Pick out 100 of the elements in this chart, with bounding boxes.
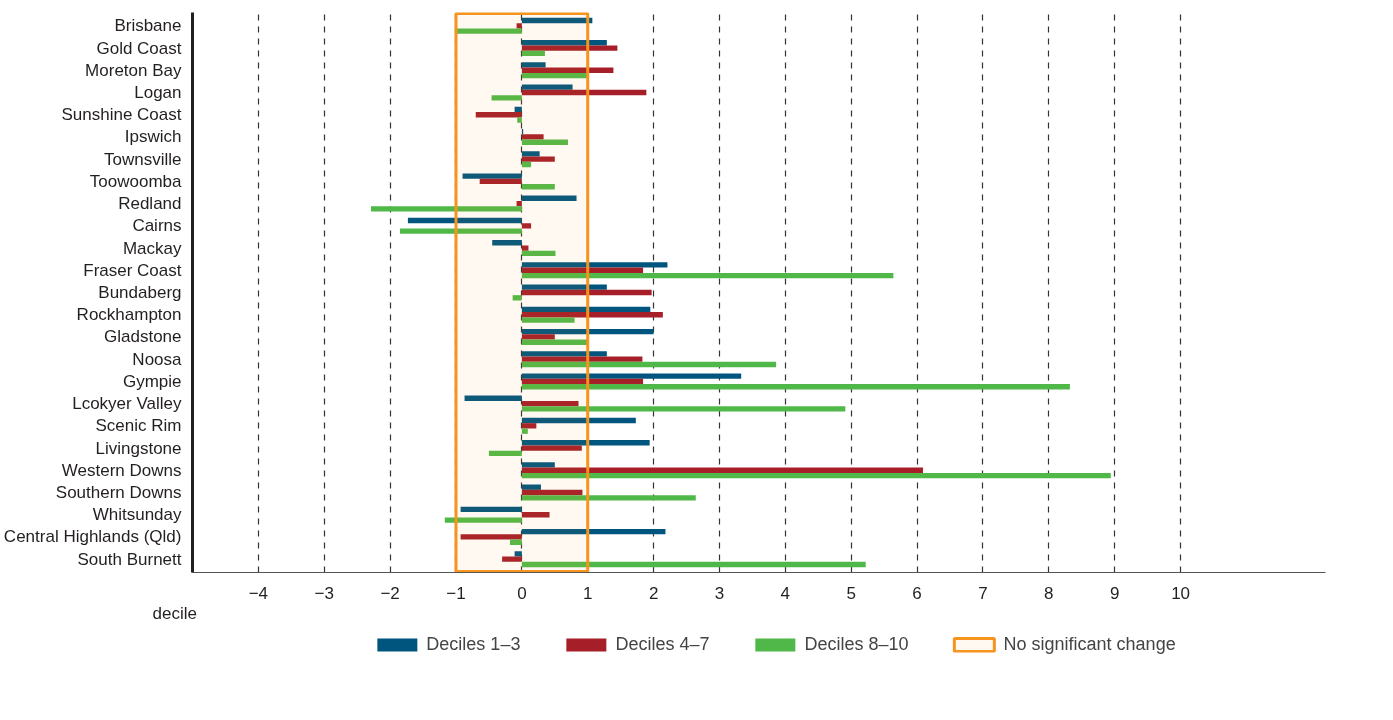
y-tick-label: Townsville bbox=[104, 149, 182, 169]
bar bbox=[521, 223, 532, 229]
bar bbox=[521, 312, 663, 318]
y-tick-label: Fraser Coast bbox=[83, 260, 182, 280]
x-tick-label: −3 bbox=[314, 583, 334, 603]
bar bbox=[502, 556, 522, 562]
x-tick-label: −1 bbox=[446, 583, 466, 603]
legend-label: Deciles 8–10 bbox=[804, 633, 909, 655]
legend-label: Deciles 4–7 bbox=[615, 633, 710, 655]
bar bbox=[521, 139, 568, 145]
x-tick-label: 7 bbox=[978, 583, 988, 603]
x-tick-label: 10 bbox=[1171, 583, 1191, 603]
bar bbox=[521, 289, 652, 296]
y-tick-label: Western Downs bbox=[61, 460, 182, 480]
y-tick-label: Whitsunday bbox=[92, 505, 182, 525]
bar bbox=[462, 173, 522, 179]
y-tick-label: Cairns bbox=[132, 216, 182, 236]
legend-label: No significant change bbox=[1003, 633, 1176, 655]
y-tick-label: Gladstone bbox=[104, 327, 182, 347]
bar bbox=[521, 356, 643, 362]
y-tick-label: Southern Downs bbox=[55, 483, 182, 502]
x-tick-label: 9 bbox=[1109, 583, 1120, 603]
bar bbox=[521, 72, 589, 79]
y-tick-label: Redland bbox=[118, 194, 182, 214]
bar bbox=[510, 539, 522, 545]
bar bbox=[407, 217, 522, 224]
bar bbox=[521, 472, 1111, 479]
y-tick-label: Lcokyer Valley bbox=[72, 394, 182, 414]
y-tick-label: Brisbane bbox=[114, 16, 182, 36]
bar bbox=[488, 450, 522, 457]
bar bbox=[521, 378, 644, 385]
bar bbox=[455, 28, 522, 34]
x-tick-label: 0 bbox=[517, 583, 527, 603]
bar bbox=[521, 134, 544, 140]
bar bbox=[521, 384, 1070, 390]
x-tick-label: −4 bbox=[248, 583, 269, 603]
y-tick-label: Bundaberg bbox=[98, 283, 182, 302]
bar bbox=[521, 267, 644, 273]
y-tick-label: Ipswich bbox=[124, 127, 182, 147]
bar bbox=[521, 250, 556, 257]
bar bbox=[521, 423, 537, 429]
y-tick-label: Gympie bbox=[122, 371, 182, 391]
y-tick-label: South Burnett bbox=[77, 549, 182, 569]
bar bbox=[371, 206, 522, 212]
bar bbox=[516, 23, 522, 29]
bar bbox=[521, 195, 577, 201]
bar bbox=[521, 417, 636, 424]
bar bbox=[521, 306, 651, 313]
y-tick-label: Toowoomba bbox=[89, 171, 183, 191]
y-tick-label: Noosa bbox=[132, 349, 183, 369]
x-tick-label: −2 bbox=[380, 583, 400, 603]
bar bbox=[521, 334, 555, 340]
bar bbox=[521, 495, 696, 501]
bar bbox=[521, 184, 555, 190]
bar bbox=[521, 262, 668, 268]
bar bbox=[512, 295, 522, 301]
bar bbox=[521, 462, 555, 468]
bar bbox=[521, 361, 777, 368]
bar bbox=[521, 156, 555, 162]
x-axis-title: decile bbox=[152, 603, 197, 623]
bar bbox=[444, 517, 522, 523]
bar bbox=[521, 17, 593, 24]
y-tick-label: Rockhampton bbox=[76, 305, 182, 325]
x-tick-label: 5 bbox=[846, 583, 856, 603]
x-tick-label: 6 bbox=[912, 583, 922, 603]
bar bbox=[521, 62, 546, 68]
y-tick-label: Livingstone bbox=[95, 438, 182, 458]
bar bbox=[521, 245, 529, 251]
bar bbox=[514, 106, 522, 113]
bar bbox=[521, 317, 575, 323]
bar bbox=[521, 528, 666, 535]
bar bbox=[521, 351, 607, 357]
bar bbox=[521, 400, 579, 407]
bar bbox=[521, 328, 654, 335]
bar bbox=[521, 440, 650, 446]
bar bbox=[521, 284, 607, 290]
bar bbox=[521, 272, 894, 279]
y-tick-label: Moreton Bay bbox=[85, 60, 182, 80]
bar bbox=[521, 489, 583, 496]
x-tick-label: 3 bbox=[714, 583, 725, 603]
y-tick-label: Sunshine Coast bbox=[61, 105, 182, 125]
bar bbox=[521, 561, 866, 568]
bar bbox=[521, 161, 532, 168]
x-tick-label: 4 bbox=[780, 583, 791, 603]
bar bbox=[514, 551, 522, 557]
x-tick-label: 1 bbox=[583, 583, 593, 603]
y-tick-label: Scenic Rim bbox=[95, 416, 182, 436]
bar bbox=[521, 406, 846, 412]
y-tick-label: Mackay bbox=[122, 238, 182, 258]
bar bbox=[521, 467, 924, 473]
bar bbox=[521, 67, 614, 73]
bar bbox=[479, 178, 522, 185]
y-tick-label: Gold Coast bbox=[96, 38, 182, 58]
bar bbox=[491, 95, 522, 101]
bar bbox=[521, 339, 588, 345]
bar bbox=[521, 484, 541, 490]
bar bbox=[521, 428, 528, 434]
y-tick-label: Central Highlands (Qld) bbox=[3, 527, 182, 547]
bar bbox=[521, 89, 647, 96]
bar bbox=[521, 45, 618, 51]
